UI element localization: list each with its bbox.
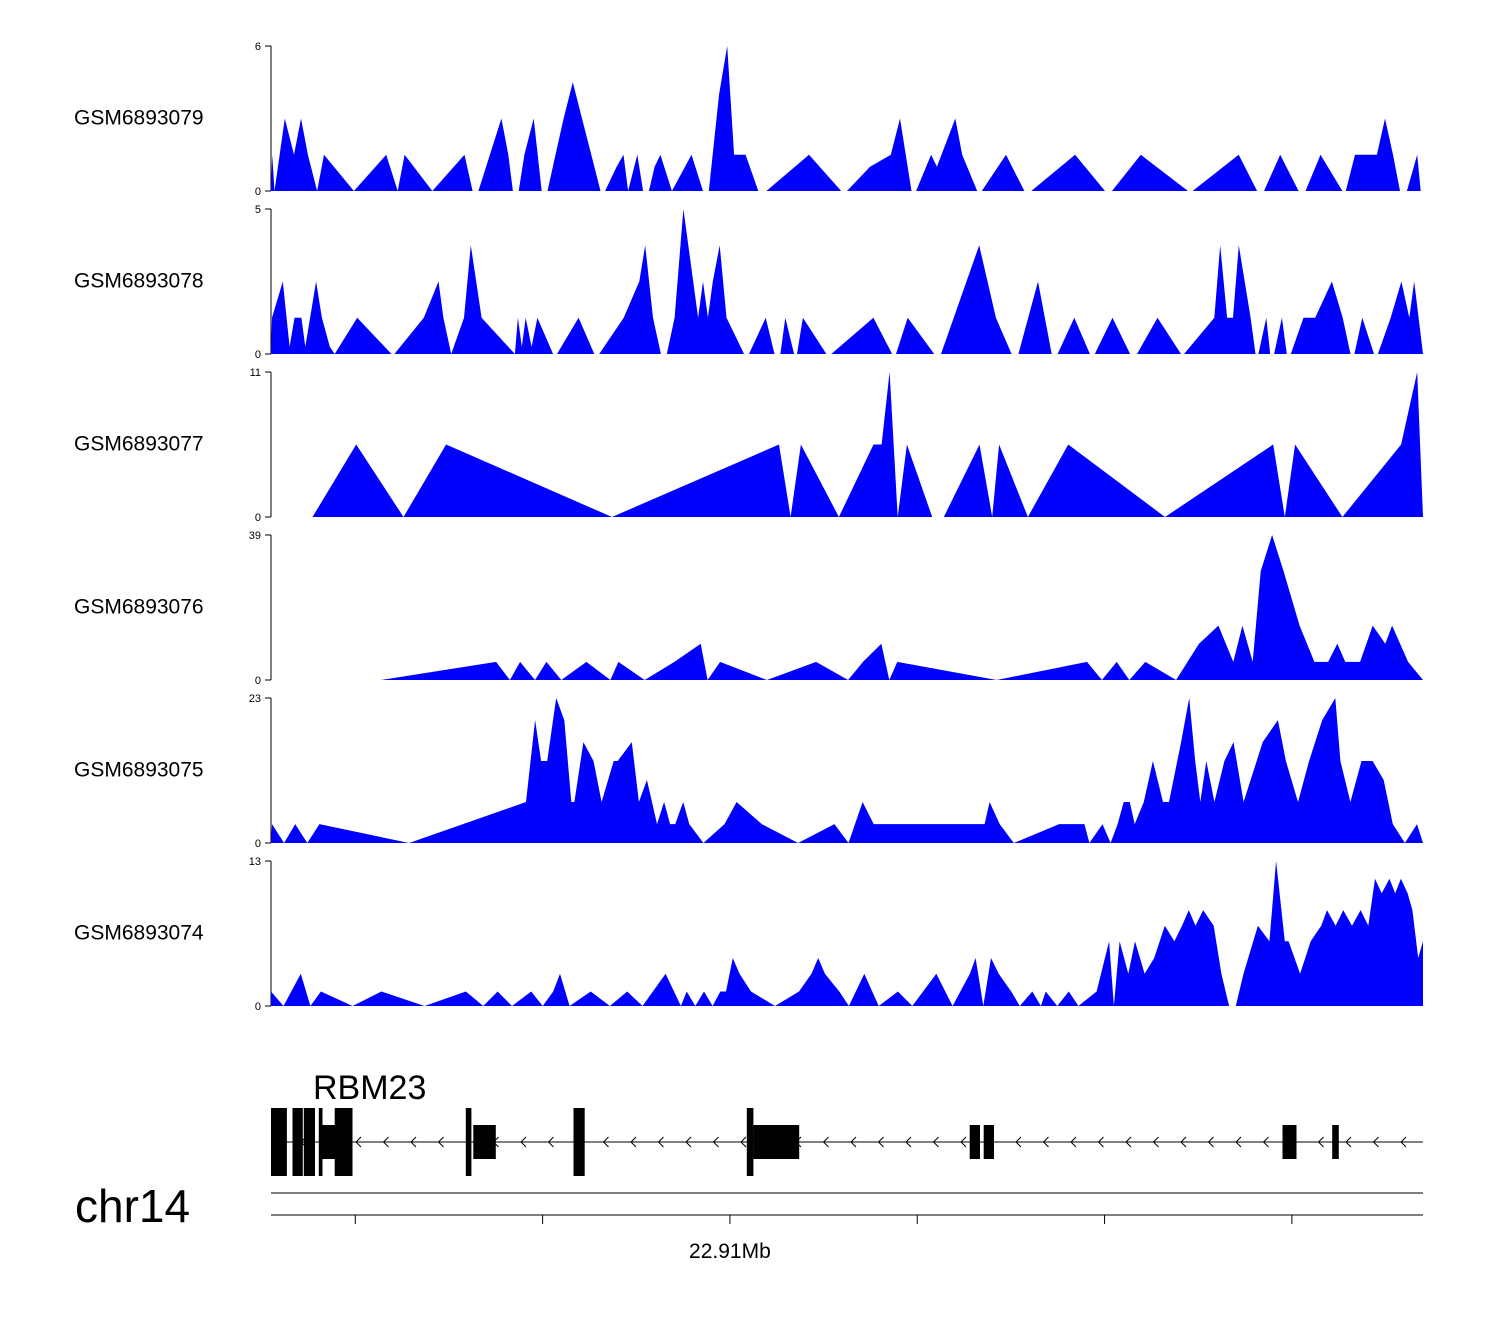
strand-arrow [657,1136,664,1148]
gene-exon [465,1108,472,1176]
strand-arrow [1262,1136,1269,1148]
axis-tick-label: 22.91Mb [689,1240,771,1263]
gene-exon [746,1108,754,1176]
strand-arrow [1097,1136,1104,1148]
track-gsm6893074: GSM6893074 13 0 [74,856,1423,1013]
track-label: GSM6893077 [74,433,204,456]
coverage-area [271,209,1423,354]
gene-exon [1282,1125,1297,1159]
y-axis-min-label: 0 [255,1001,261,1013]
track-label: GSM6893074 [74,922,204,945]
strand-arrow [547,1136,554,1148]
y-axis-max-label: 6 [255,41,261,53]
strand-arrow [850,1136,857,1148]
y-axis-min-label: 0 [255,349,261,361]
coverage-area [271,861,1423,1006]
gene-name-label: RBM23 [313,1069,426,1107]
y-axis-min-label: 0 [255,186,261,198]
gene-exon [473,1125,496,1159]
strand-arrow [355,1136,362,1148]
y-axis-max-label: 39 [249,530,261,542]
coverage-area [312,372,1423,517]
chromosome-axis: 22.91Mb chr14 [75,1180,1423,1263]
strand-arrow [1152,1136,1159,1148]
track-gsm6893076: GSM6893076 39 0 [74,530,1424,687]
strand-arrow [1125,1136,1132,1148]
gene-exon [292,1108,303,1176]
strand-arrow [1207,1136,1214,1148]
gene-exon [573,1108,585,1176]
strand-arrow [1345,1136,1352,1148]
strand-arrow [602,1136,609,1148]
strand-arrow [877,1136,884,1148]
strand-arrow [520,1136,527,1148]
strand-arrow [905,1136,912,1148]
gene-exon [753,1125,800,1159]
strand-arrow [1372,1136,1379,1148]
strand-arrow [1180,1136,1187,1148]
strand-arrow [822,1136,829,1148]
strand-arrow [1235,1136,1242,1148]
strand-arrow [960,1136,967,1148]
strand-arrow [410,1136,417,1148]
track-gsm6893078: GSM6893078 5 0 [74,204,1423,361]
strand-arrow [1070,1136,1077,1148]
strand-arrow [1400,1136,1407,1148]
track-label: GSM6893078 [74,270,204,293]
strand-arrow [1317,1136,1324,1148]
strand-arrow [382,1136,389,1148]
gene-exon [969,1125,980,1159]
track-label: GSM6893076 [74,596,204,619]
y-axis-max-label: 23 [249,693,261,705]
gene-track: RBM23 [271,1069,1423,1176]
strand-arrow [630,1136,637,1148]
track-label: GSM6893079 [74,107,204,130]
coverage-area [380,535,1424,680]
y-axis-min-label: 0 [255,675,261,687]
strand-arrow [932,1136,939,1148]
coverage-area [271,46,1423,191]
coverage-area [271,698,1423,843]
gene-exon [320,1125,337,1159]
strand-arrow [685,1136,692,1148]
gene-exon [1332,1125,1339,1159]
track-gsm6893075: GSM6893075 23 0 [74,693,1423,850]
gene-exon [271,1108,287,1176]
y-axis-min-label: 0 [255,838,261,850]
chromosome-label: chr14 [75,1180,190,1232]
strand-arrow [1015,1136,1022,1148]
strand-arrow [437,1136,444,1148]
track-gsm6893077: GSM6893077 11 0 [74,367,1423,524]
y-axis-max-label: 13 [249,856,261,868]
gene-exon [983,1125,994,1159]
track-gsm6893079: GSM6893079 6 0 [74,41,1423,198]
gene-exon [303,1108,315,1176]
strand-arrow [712,1136,719,1148]
y-axis-max-label: 11 [250,367,261,379]
y-axis-min-label: 0 [255,512,261,524]
strand-arrow [1042,1136,1049,1148]
strand-arrow [740,1136,747,1148]
track-label: GSM6893075 [74,759,204,782]
y-axis-max-label: 5 [255,204,261,216]
gene-exon [334,1108,353,1176]
